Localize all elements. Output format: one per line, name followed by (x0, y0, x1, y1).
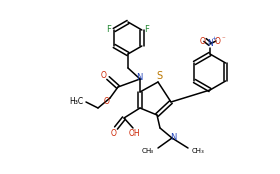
Text: O: O (215, 37, 221, 45)
Text: N: N (207, 39, 213, 49)
Text: O: O (104, 97, 110, 106)
Text: N: N (170, 132, 176, 141)
Text: ⁻: ⁻ (221, 36, 225, 42)
Text: +: + (211, 37, 217, 42)
Text: O: O (111, 129, 117, 137)
Text: O: O (200, 37, 206, 45)
Text: CH₃: CH₃ (192, 148, 204, 154)
Text: OH: OH (128, 129, 140, 137)
Text: O: O (101, 70, 107, 80)
Text: F: F (144, 26, 149, 34)
Text: F: F (106, 25, 111, 34)
Text: H₃C: H₃C (69, 97, 83, 105)
Text: C: C (142, 148, 146, 154)
Text: H₃: H₃ (145, 148, 153, 154)
Text: S: S (156, 71, 162, 81)
Text: N: N (136, 73, 142, 82)
